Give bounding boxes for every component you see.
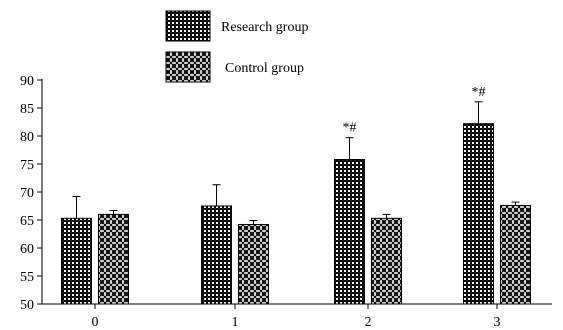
research-bar — [463, 123, 494, 305]
y-tick-label: 50 — [20, 298, 34, 313]
legend-label: Control group — [225, 61, 304, 76]
y-tick-label: 65 — [20, 214, 34, 229]
significance-label: *# — [343, 121, 357, 136]
research-bar — [61, 217, 92, 305]
significance-label: *# — [472, 85, 486, 100]
x-tick-label: 3 — [494, 315, 501, 330]
y-tick-label: 55 — [20, 270, 34, 285]
research-bar — [201, 205, 232, 305]
x-tick-label: 0 — [92, 315, 99, 330]
control-bar — [500, 204, 531, 305]
control-bar — [371, 217, 402, 305]
x-tick-label: 1 — [232, 315, 239, 330]
legend-swatch — [165, 10, 211, 42]
y-tick-label: 80 — [20, 130, 34, 145]
x-tick-label: 2 — [365, 315, 372, 330]
legend: Research group Control group — [165, 10, 308, 83]
y-tick-label: 60 — [20, 242, 34, 257]
y-tick-label: 75 — [20, 158, 34, 173]
control-bar — [238, 223, 269, 305]
bars: *# *# — [61, 85, 531, 305]
y-tick-label: 85 — [20, 102, 34, 117]
legend-swatch — [165, 51, 211, 83]
y-tick-label: 70 — [20, 186, 34, 201]
legend-label: Research group — [221, 20, 308, 35]
research-bar — [334, 159, 365, 305]
control-bar — [98, 213, 129, 305]
y-tick-label: 90 — [20, 74, 34, 89]
